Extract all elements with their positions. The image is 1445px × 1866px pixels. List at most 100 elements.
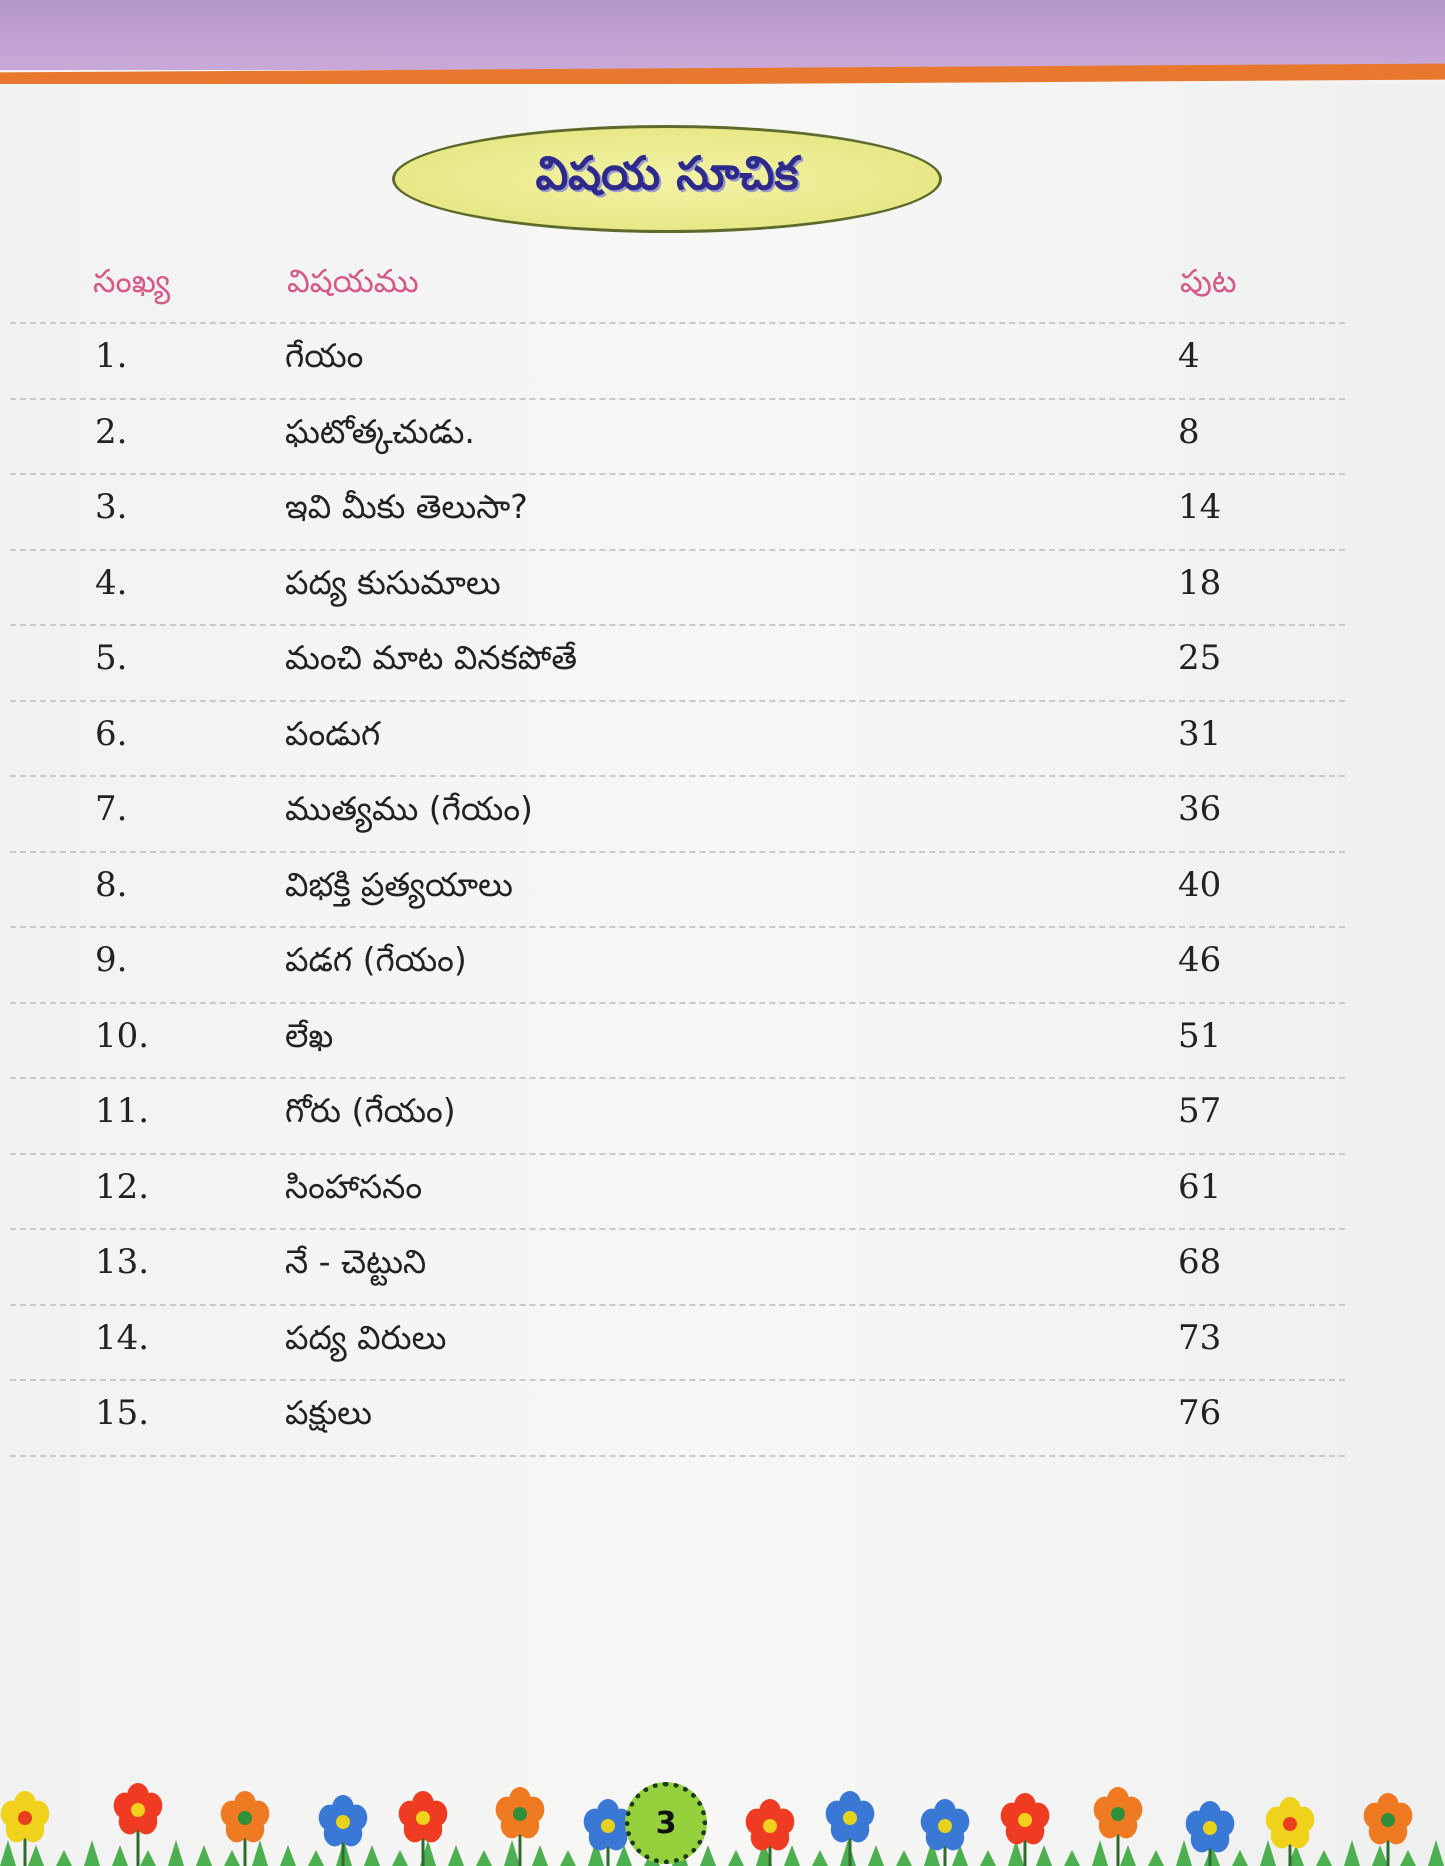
grass-blade — [924, 1840, 940, 1866]
row-page: 61 — [1178, 1166, 1222, 1207]
row-number: 3. — [95, 487, 128, 527]
table-row: 14. పద్య విరులు 73 — [0, 1308, 1445, 1383]
grass-blade — [1400, 1850, 1416, 1866]
table-row: 11. గోరు (గేయం) 57 — [0, 1081, 1445, 1156]
row-number: 15. — [95, 1393, 150, 1433]
grass-blade — [308, 1850, 324, 1866]
row-number: 9. — [95, 940, 128, 980]
row-number: 14. — [95, 1317, 150, 1358]
row-number: 4. — [95, 562, 128, 603]
flower-icon — [1093, 1787, 1143, 1866]
grass-blade — [812, 1850, 828, 1866]
flower-icon — [318, 1795, 368, 1866]
row-subject: గోరు (గేయం) — [285, 1091, 456, 1130]
row-page: 36 — [1178, 789, 1222, 829]
page-number: 3 — [625, 1782, 707, 1864]
table-row: 5. మంచి మాట వినకపోతే 25 — [0, 628, 1445, 703]
row-divider — [10, 1152, 1345, 1155]
table-row: 12. సింహాసనం 61 — [0, 1157, 1445, 1232]
row-divider — [10, 548, 1345, 551]
row-divider — [10, 322, 1345, 324]
grass-blade — [1176, 1840, 1192, 1866]
title-oval: విషయ సూచిక — [392, 125, 942, 233]
row-divider — [10, 473, 1345, 475]
row-number: 6. — [95, 713, 128, 754]
row-divider — [10, 850, 1345, 853]
row-subject: సింహాసనం — [285, 1166, 423, 1206]
grass-blade — [728, 1850, 744, 1866]
row-page: 4 — [1178, 336, 1200, 376]
grass-blade — [1428, 1840, 1444, 1866]
row-subject: పద్య కుసుమాలు — [285, 562, 501, 602]
grass-blade — [1260, 1840, 1276, 1866]
grass-blade — [1036, 1845, 1052, 1866]
row-subject: పడగ (గేయం) — [285, 940, 467, 979]
header-number: సంఖ్య — [93, 262, 171, 300]
row-subject: ముత్యము (గేయం) — [285, 789, 533, 828]
grass-blade — [868, 1845, 884, 1866]
grass-blade — [1064, 1850, 1080, 1866]
row-subject: పక్షులు — [285, 1393, 372, 1432]
grass-blade — [1120, 1845, 1136, 1866]
row-subject: నే - చెట్టుని — [285, 1242, 427, 1281]
grass-blade — [1148, 1850, 1164, 1866]
row-number: 8. — [95, 864, 128, 905]
row-subject: లేఖ — [285, 1015, 334, 1055]
flower-icon — [0, 1791, 50, 1866]
row-number: 2. — [95, 411, 128, 452]
row-divider — [10, 926, 1345, 928]
grass-blade — [28, 1845, 44, 1866]
row-number: 11. — [95, 1091, 150, 1131]
row-divider — [10, 1303, 1345, 1306]
grass-blade — [1204, 1845, 1220, 1866]
row-number: 12. — [95, 1166, 150, 1207]
table-row: 7. ముత్యము (గేయం) 36 — [0, 779, 1445, 854]
grass-blade — [140, 1850, 156, 1866]
grass-blade — [700, 1845, 716, 1866]
table-row: 2. ఘటోత్కచుడు. 8 — [0, 402, 1445, 477]
grass-blade — [560, 1850, 576, 1866]
flower-icon — [745, 1799, 795, 1866]
row-number: 13. — [95, 1242, 150, 1282]
grass-blade — [588, 1840, 604, 1866]
header-subject: విషయము — [287, 262, 419, 300]
header-page: పుట — [1180, 262, 1237, 300]
grass-blade — [224, 1850, 240, 1866]
grass-blade — [1008, 1840, 1024, 1866]
row-divider — [10, 1001, 1345, 1004]
flower-icon — [825, 1791, 875, 1866]
grass-blade — [84, 1840, 100, 1866]
flower-icon — [1000, 1793, 1050, 1866]
row-page: 18 — [1178, 562, 1222, 603]
flower-icon — [398, 1791, 448, 1866]
grass-blade — [476, 1850, 492, 1866]
row-divider — [10, 699, 1345, 702]
grass-blade — [532, 1845, 548, 1866]
row-page: 68 — [1178, 1242, 1222, 1282]
flower-icon — [1185, 1801, 1235, 1866]
grass-blade — [392, 1850, 408, 1866]
flower-border — [0, 1783, 1444, 1866]
grass-blade — [56, 1850, 72, 1866]
row-number: 5. — [95, 638, 128, 678]
table-row: 6. పండుగ 31 — [0, 704, 1445, 779]
grass-blade — [952, 1845, 968, 1866]
row-subject: ఘటోత్కచుడు. — [285, 411, 475, 451]
flower-icon — [113, 1783, 163, 1866]
grass-blade — [616, 1845, 632, 1866]
row-subject: గేయం — [285, 336, 364, 375]
grass-blade — [1372, 1845, 1388, 1866]
flower-icon — [495, 1787, 545, 1866]
table-row: 13. నే - చెట్టుని 68 — [0, 1232, 1445, 1307]
grass-blade — [1344, 1840, 1360, 1866]
row-divider — [10, 775, 1345, 777]
row-page: 57 — [1178, 1091, 1222, 1131]
row-page: 25 — [1178, 638, 1222, 678]
row-divider — [10, 397, 1345, 400]
row-page: 51 — [1178, 1015, 1222, 1056]
row-divider — [10, 1077, 1345, 1079]
table-row: 1. గేయం 4 — [0, 326, 1445, 401]
row-page: 73 — [1178, 1317, 1222, 1358]
grass-blade — [280, 1845, 296, 1866]
grass-blade — [756, 1840, 772, 1866]
